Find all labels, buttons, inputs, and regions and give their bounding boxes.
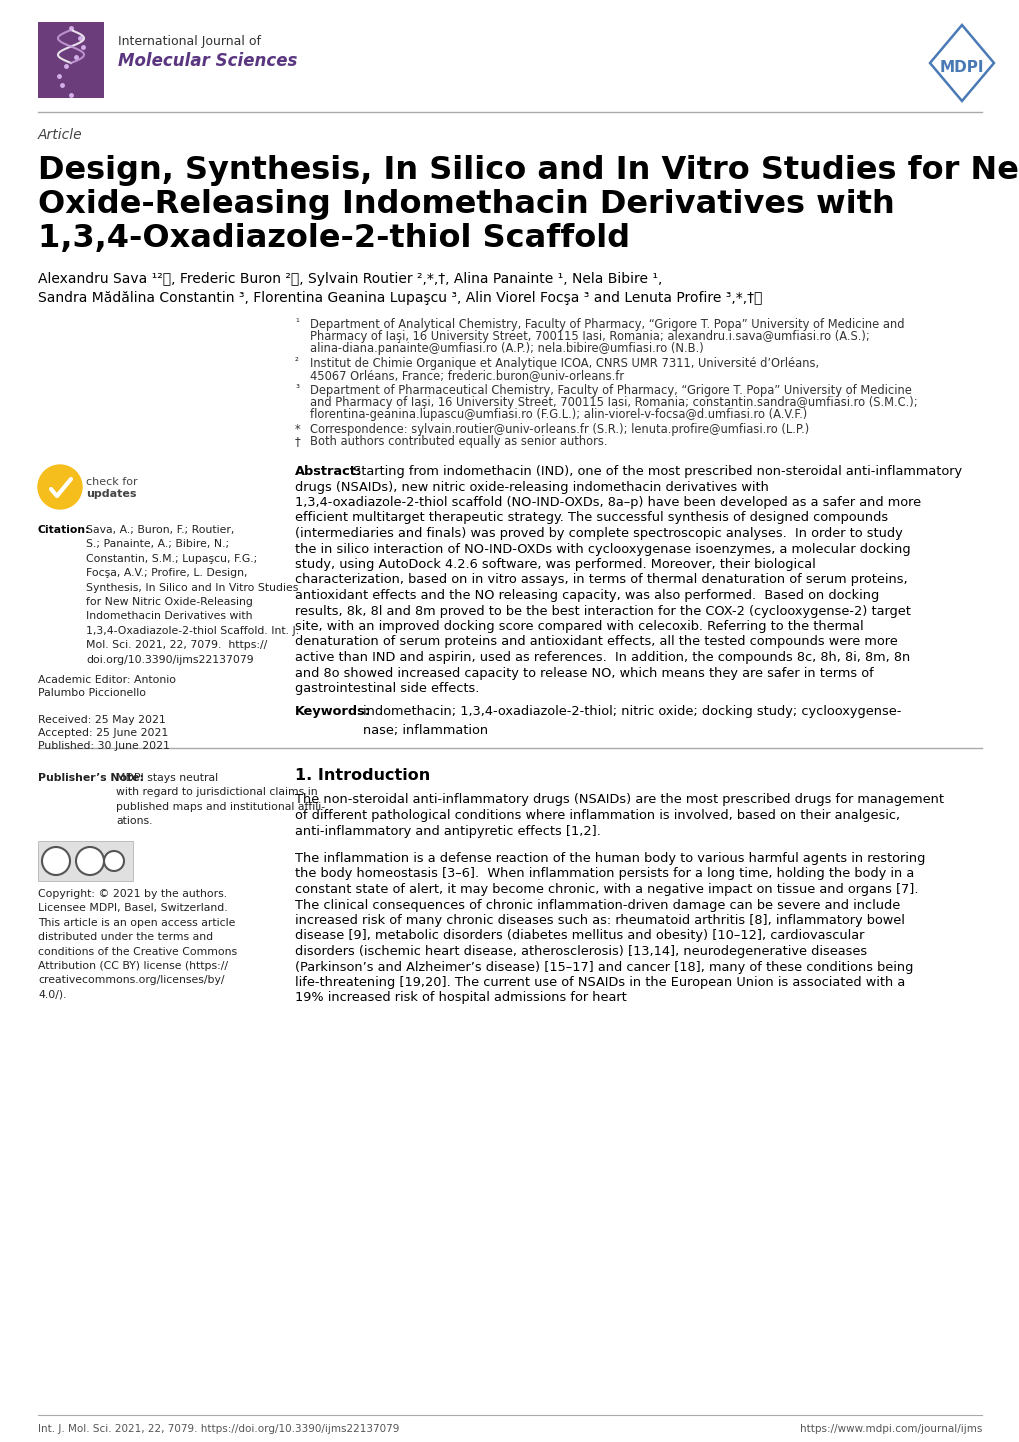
Text: *: * (294, 423, 301, 435)
Text: gastrointestinal side effects.: gastrointestinal side effects. (294, 682, 479, 695)
Text: BY: BY (83, 859, 97, 870)
Text: characterization, based on in vitro assays, in terms of thermal denaturation of : characterization, based on in vitro assa… (294, 574, 907, 587)
Text: alina-diana.panainte@umfiasi.ro (A.P.); nela.bibire@umfiasi.ro (N.B.): alina-diana.panainte@umfiasi.ro (A.P.); … (310, 342, 703, 355)
Text: MDPI: MDPI (938, 59, 983, 75)
Text: Published: 30 June 2021: Published: 30 June 2021 (38, 741, 170, 751)
Text: Int. J. Mol. Sci. 2021, 22, 7079. https://doi.org/10.3390/ijms22137079: Int. J. Mol. Sci. 2021, 22, 7079. https:… (38, 1425, 399, 1433)
Text: 1,3,4-Oxadiazole-2-thiol Scaffold: 1,3,4-Oxadiazole-2-thiol Scaffold (38, 224, 630, 254)
Circle shape (42, 846, 70, 875)
Text: Copyright: © 2021 by the authors.
Licensee MDPI, Basel, Switzerland.
This articl: Copyright: © 2021 by the authors. Licens… (38, 890, 236, 999)
Text: check for: check for (86, 477, 138, 487)
Text: †: † (294, 435, 301, 448)
Text: constant state of alert, it may become chronic, with a negative impact on tissue: constant state of alert, it may become c… (294, 883, 917, 895)
Text: Institut de Chimie Organique et Analytique ICOA, CNRS UMR 7311, Université d’Orl: Institut de Chimie Organique et Analytiq… (310, 358, 818, 371)
Text: study, using AutoDock 4.2.6 software, was performed. Moreover, their biological: study, using AutoDock 4.2.6 software, wa… (294, 558, 815, 571)
Text: of different pathological conditions where inflammation is involved, based on th: of different pathological conditions whe… (294, 809, 899, 822)
Text: disorders (ischemic heart disease, atherosclerosis) [13,14], neurodegenerative d: disorders (ischemic heart disease, ather… (294, 945, 866, 957)
Text: (intermediaries and finals) was proved by complete spectroscopic analyses.  In o: (intermediaries and finals) was proved b… (294, 526, 902, 539)
Text: Received: 25 May 2021: Received: 25 May 2021 (38, 715, 166, 725)
Text: Oxide-Releasing Indomethacin Derivatives with: Oxide-Releasing Indomethacin Derivatives… (38, 189, 894, 221)
FancyBboxPatch shape (38, 22, 104, 98)
Text: Department of Pharmaceutical Chemistry, Faculty of Pharmacy, “Grigore T. Popa” U: Department of Pharmaceutical Chemistry, … (310, 384, 911, 397)
Circle shape (38, 464, 82, 509)
Text: denaturation of serum proteins and antioxidant effects, all the tested compounds: denaturation of serum proteins and antio… (294, 636, 897, 649)
Text: Article: Article (38, 128, 83, 141)
Text: Accepted: 25 June 2021: Accepted: 25 June 2021 (38, 728, 168, 738)
Text: Citation:: Citation: (38, 525, 91, 535)
Text: ³: ³ (294, 384, 299, 394)
Text: Alexandru Sava ¹²ⓘ, Frederic Buron ²ⓘ, Sylvain Routier ²,*,†, Alina Panainte ¹, : Alexandru Sava ¹²ⓘ, Frederic Buron ²ⓘ, S… (38, 273, 661, 286)
FancyBboxPatch shape (38, 841, 132, 881)
Text: updates: updates (86, 489, 137, 499)
Text: the body homeostasis [3–6].  When inflammation persists for a long time, holding: the body homeostasis [3–6]. When inflamm… (294, 868, 913, 881)
Text: increased risk of many chronic diseases such as: rheumatoid arthritis [8], infla: increased risk of many chronic diseases … (294, 914, 904, 927)
Text: ¹: ¹ (294, 319, 299, 327)
Circle shape (104, 851, 124, 871)
Text: The inflammation is a defense reaction of the human body to various harmful agen: The inflammation is a defense reaction o… (294, 852, 924, 865)
Text: antioxidant effects and the NO releasing capacity, was also performed.  Based on: antioxidant effects and the NO releasing… (294, 588, 878, 601)
Text: Correspondence: sylvain.routier@univ-orleans.fr (S.R.); lenuta.profire@umfiasi.r: Correspondence: sylvain.routier@univ-orl… (310, 423, 808, 435)
Text: and 8o showed increased capacity to release NO, which means they are safer in te: and 8o showed increased capacity to rele… (294, 666, 873, 679)
Text: Department of Analytical Chemistry, Faculty of Pharmacy, “Grigore T. Popa” Unive: Department of Analytical Chemistry, Facu… (310, 319, 904, 332)
Text: Abstract:: Abstract: (294, 464, 362, 477)
Text: 1. Introduction: 1. Introduction (294, 767, 430, 783)
Text: The clinical consequences of chronic inflammation-driven damage can be severe an: The clinical consequences of chronic inf… (294, 898, 900, 911)
Text: 19% increased risk of hospital admissions for heart: 19% increased risk of hospital admission… (294, 992, 626, 1005)
Text: 1,3,4-oxadiazole-2-thiol scaffold (NO-IND-OXDs, 8a–p) have been developed as a s: 1,3,4-oxadiazole-2-thiol scaffold (NO-IN… (294, 496, 920, 509)
Text: Pharmacy of Iaşi, 16 University Street, 700115 Iasi, Romania; alexandru.i.sava@u: Pharmacy of Iaşi, 16 University Street, … (310, 330, 869, 343)
Text: Publisher’s Note:: Publisher’s Note: (38, 773, 144, 783)
Text: disease [9], metabolic disorders (diabetes mellitus and obesity) [10–12], cardio: disease [9], metabolic disorders (diabet… (294, 930, 863, 943)
Text: Both authors contributed equally as senior authors.: Both authors contributed equally as seni… (310, 435, 607, 448)
Text: ²: ² (294, 358, 299, 368)
Text: drugs (NSAIDs), new nitric oxide-releasing indomethacin derivatives with: drugs (NSAIDs), new nitric oxide-releasi… (294, 480, 768, 493)
Text: Starting from indomethacin (IND), one of the most prescribed non-steroidal anti-: Starting from indomethacin (IND), one of… (353, 464, 961, 477)
Text: anti-inflammatory and antipyretic effects [1,2].: anti-inflammatory and antipyretic effect… (294, 825, 600, 838)
Text: Academic Editor: Antonio: Academic Editor: Antonio (38, 675, 176, 685)
Text: Molecular Sciences: Molecular Sciences (118, 52, 298, 71)
Text: efficient multitarget therapeutic strategy. The successful synthesis of designed: efficient multitarget therapeutic strate… (294, 512, 888, 525)
Text: results, 8k, 8l and 8m proved to be the best interaction for the COX-2 (cyclooxy: results, 8k, 8l and 8m proved to be the … (294, 604, 910, 617)
Text: life-threatening [19,20]. The current use of NSAIDs in the European Union is ass: life-threatening [19,20]. The current us… (294, 976, 905, 989)
Text: Palumbo Piccionello: Palumbo Piccionello (38, 688, 146, 698)
Text: Design, Synthesis, In Silico and In Vitro Studies for New Nitric: Design, Synthesis, In Silico and In Vitr… (38, 154, 1019, 186)
Text: site, with an improved docking score compared with celecoxib. Referring to the t: site, with an improved docking score com… (294, 620, 863, 633)
Text: Sandra Mădălina Constantin ³, Florentina Geanina Lupaşcu ³, Alin Viorel Focşa ³ : Sandra Mădălina Constantin ³, Florentina… (38, 291, 761, 306)
Text: (Parkinson’s and Alzheimer’s disease) [15–17] and cancer [18], many of these con: (Parkinson’s and Alzheimer’s disease) [1… (294, 960, 912, 973)
Text: active than IND and aspirin, used as references.  In addition, the compounds 8c,: active than IND and aspirin, used as ref… (294, 650, 909, 663)
Text: Keywords:: Keywords: (294, 705, 371, 718)
Text: florentina-geanina.lupascu@umfiasi.ro (F.G.L.); alin-viorel-v-focsa@d.umfiasi.ro: florentina-geanina.lupascu@umfiasi.ro (F… (310, 408, 806, 421)
Circle shape (76, 846, 104, 875)
Text: International Journal of: International Journal of (118, 35, 261, 48)
Text: The non-steroidal anti-inflammatory drugs (NSAIDs) are the most prescribed drugs: The non-steroidal anti-inflammatory drug… (294, 793, 943, 806)
Text: CC: CC (49, 859, 63, 870)
Text: 45067 Orléans, France; frederic.buron@univ-orleans.fr: 45067 Orléans, France; frederic.buron@un… (310, 369, 624, 382)
Text: https://www.mdpi.com/journal/ijms: https://www.mdpi.com/journal/ijms (799, 1425, 981, 1433)
Text: and Pharmacy of Iaşi, 16 University Street, 700115 Iasi, Romania; constantin.san: and Pharmacy of Iaşi, 16 University Stre… (310, 397, 917, 410)
Text: Sava, A.; Buron, F.; Routier,
S.; Panainte, A.; Bibire, N.;
Constantin, S.M.; Lu: Sava, A.; Buron, F.; Routier, S.; Panain… (86, 525, 299, 665)
Text: MDPI stays neutral
with regard to jurisdictional claims in
published maps and in: MDPI stays neutral with regard to jurisd… (116, 773, 325, 826)
Text: indomethacin; 1,3,4-oxadiazole-2-thiol; nitric oxide; docking study; cyclooxygen: indomethacin; 1,3,4-oxadiazole-2-thiol; … (363, 705, 901, 737)
Text: the in silico interaction of NO-IND-OXDs with cyclooxygenase isoenzymes, a molec: the in silico interaction of NO-IND-OXDs… (294, 542, 910, 555)
